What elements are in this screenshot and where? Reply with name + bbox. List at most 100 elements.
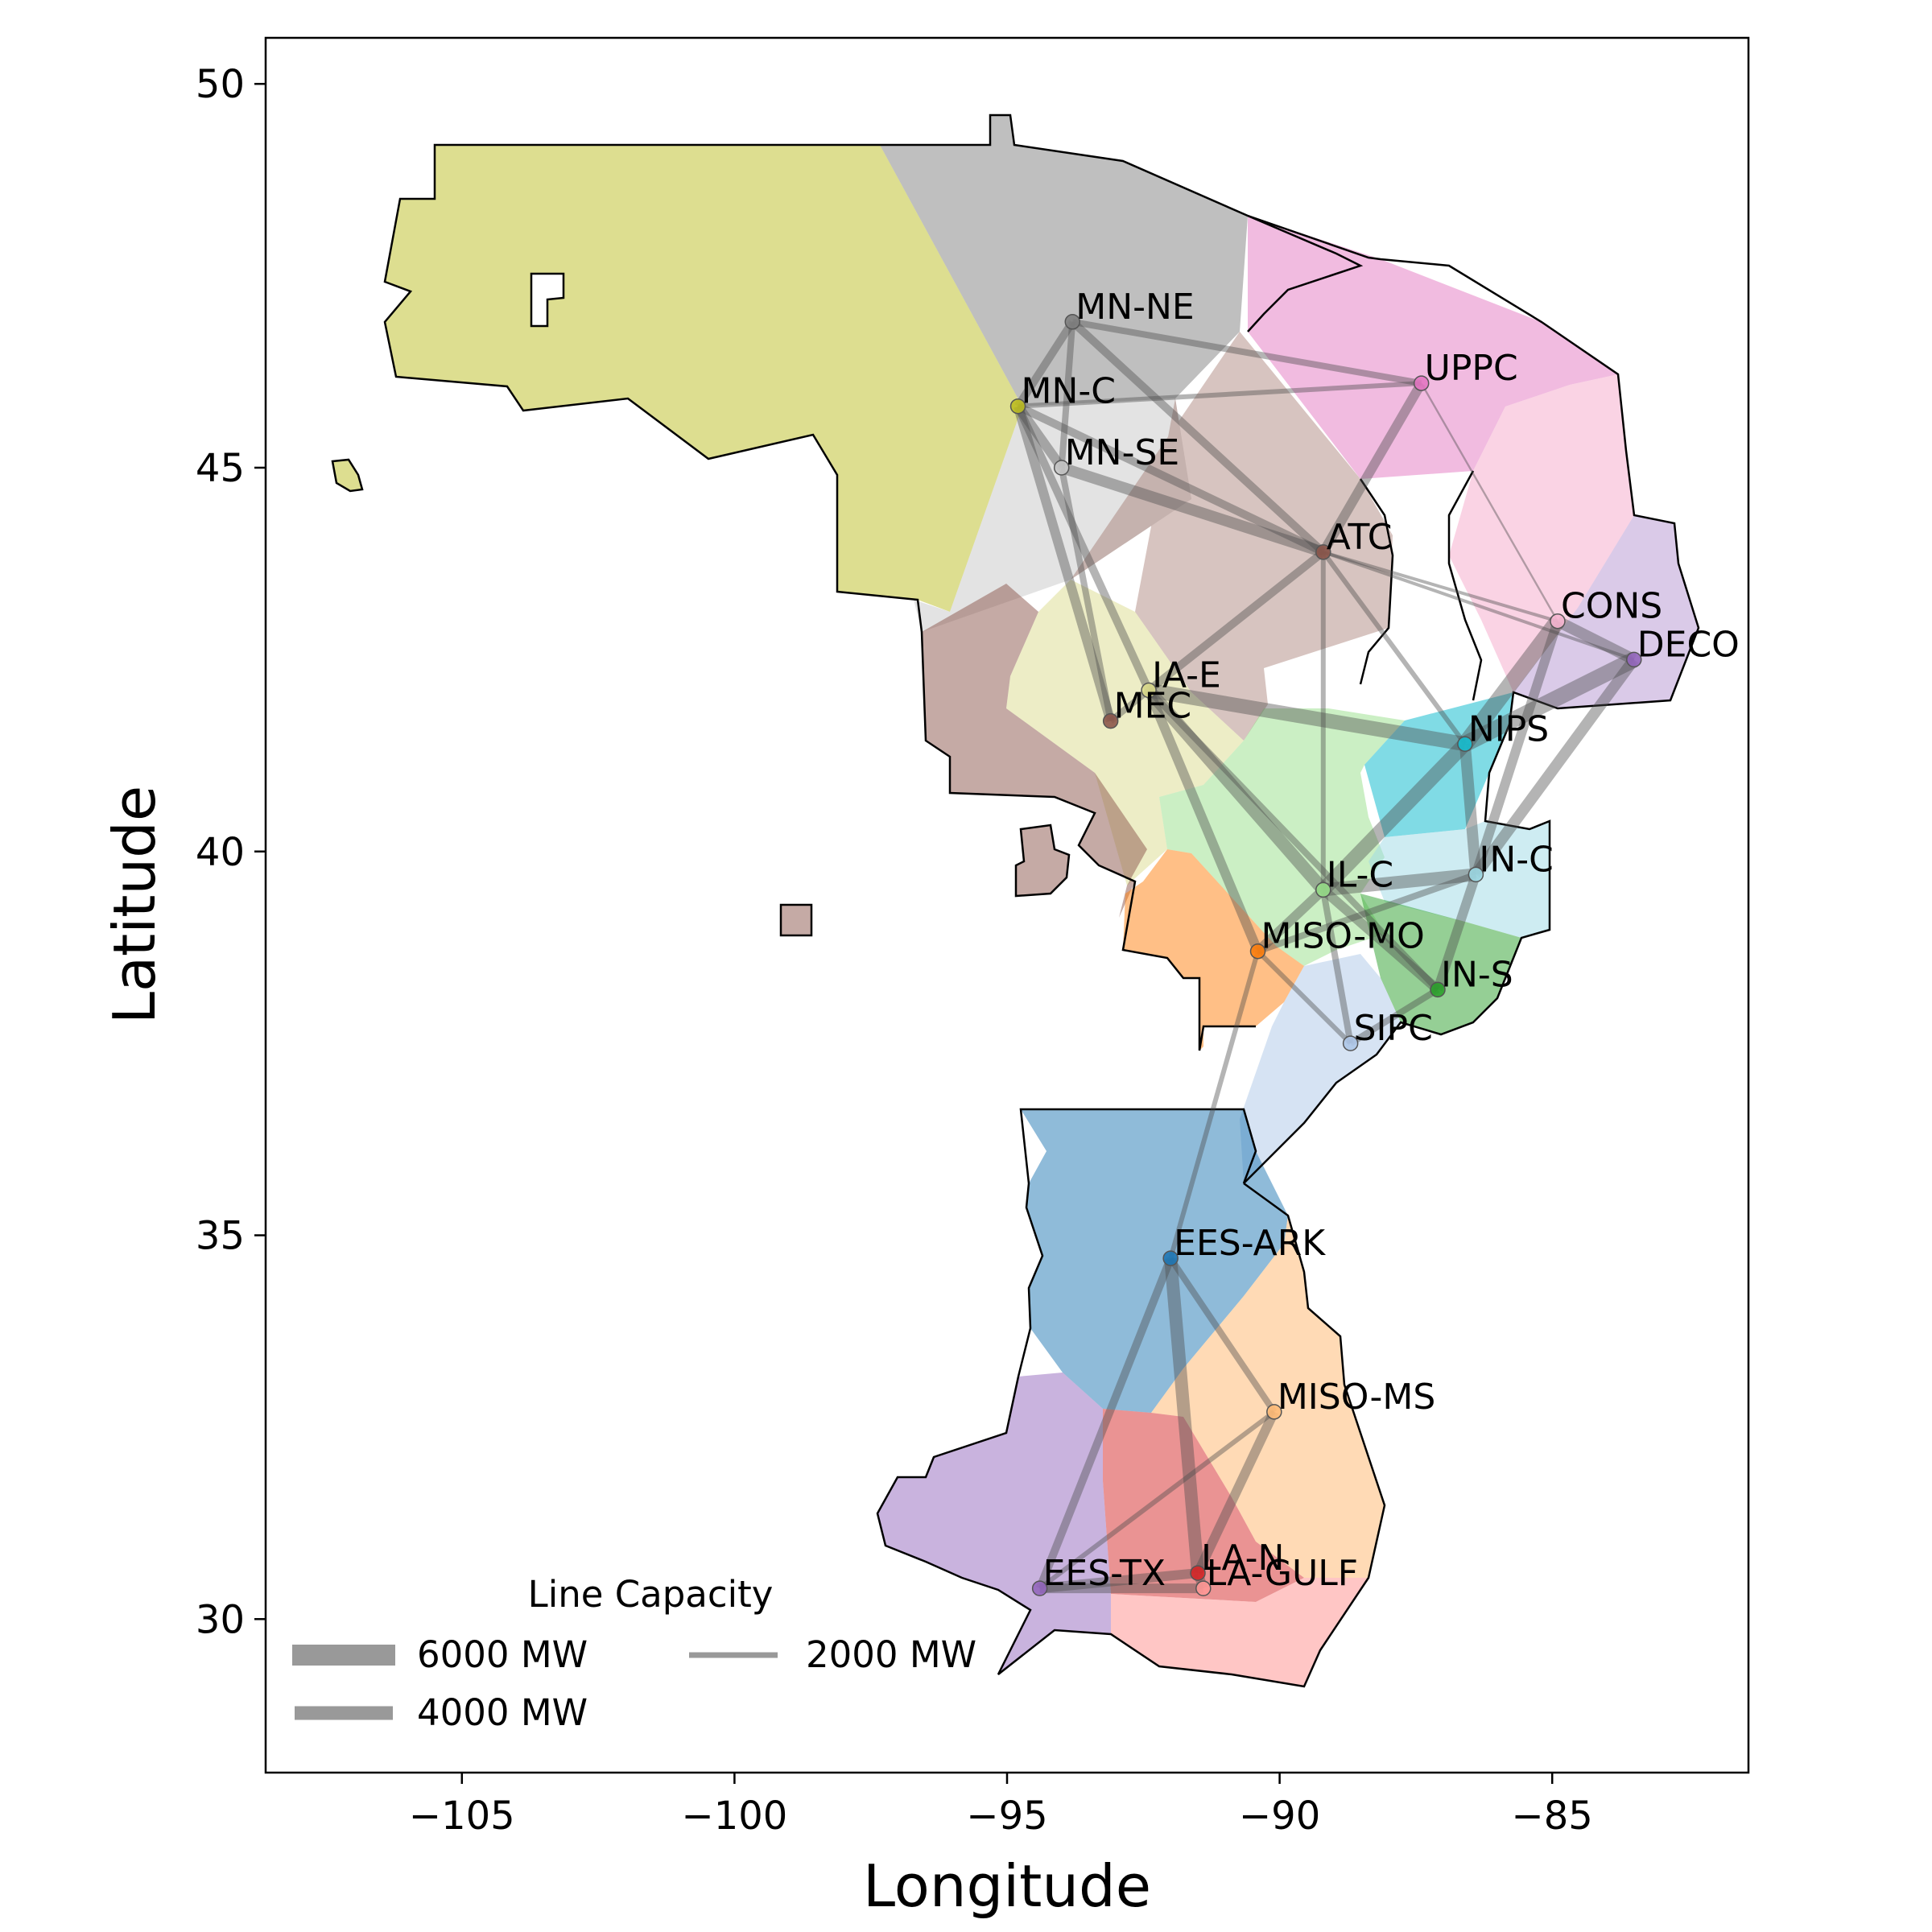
node-label-miso-mo: MISO-MO [1261,916,1425,957]
footprint-west-outline [383,143,1256,1051]
line-ia-e-mec [1108,687,1151,724]
node-mn-ne [1064,314,1081,330]
line-atc-ia-e [1146,548,1326,694]
node-label-miso-ms: MISO-MS [1278,1377,1436,1418]
transmission-lines [1013,318,1639,1594]
legend-title: Line Capacity [528,1573,774,1616]
zone-ees-ark [1021,1109,1288,1413]
y-axis-title: Latitude [101,786,168,1024]
zone-regions [332,115,1699,1686]
y-tick-label: 45 [196,446,245,491]
line-ia-e-il-c [1144,686,1328,894]
node-label-in-c: IN-C [1479,839,1554,880]
legend-label-2000: 2000 MW [806,1633,976,1676]
node-la-gulf [1195,1580,1212,1596]
node-label-nips: NIPS [1468,708,1549,749]
line-il-c-in-c [1322,868,1477,897]
zone-mec-outlier-2 [781,905,811,935]
line-miso-mo-sipc [1256,949,1352,1046]
node-label-ees-tx: EES-TX [1043,1553,1166,1594]
mn-c-hole-outline [530,272,565,328]
line-il-c-in-s [1319,886,1441,993]
zone-mec-outlier [1016,825,1069,896]
y-tick-label: 30 [196,1597,245,1642]
line-miso-mo-ees-ark [1168,950,1261,1259]
node-uppc [1413,375,1430,391]
node-label-atc: ATC [1327,517,1393,558]
line-in-c-in-s [1433,873,1481,992]
zone-nodes [1009,314,1642,1596]
line-mn-se-mec [1058,467,1114,722]
zone-ees-tx [877,1373,1111,1674]
line-ia-e-in-s [1146,687,1440,993]
line-atc-deco [1323,550,1635,662]
line-mn-c-mn-se [1013,403,1066,471]
node-label-mn-ne: MN-NE [1075,287,1194,328]
x-tick-label: −95 [966,1794,1047,1839]
node-deco [1626,651,1642,668]
line-nips-deco [1461,652,1638,752]
node-label-deco: DECO [1637,624,1740,665]
line-deco-in-c [1471,656,1639,878]
zone-uppc [1248,216,1618,479]
line-miso-ms-la-n [1193,1410,1279,1575]
node-label-mn-se: MN-SE [1065,432,1179,473]
node-label-mec: MEC [1114,686,1192,727]
line-mn-c-mec [1013,405,1116,723]
line-mn-ne-uppc [1071,318,1422,387]
node-in-c [1468,866,1484,883]
node-label-la-n: LA-N [1201,1538,1284,1579]
line-uppc-cons [1420,382,1559,622]
zone-miso-mo [1123,849,1304,1051]
node-mn-c [1009,398,1026,415]
mn-c-outlier-outline [331,458,364,493]
line-il-c-miso-mo [1254,886,1327,956]
node-label-la-gulf: LA-GULF [1207,1553,1358,1594]
x-axis-title: Longitude [863,1852,1151,1920]
line-mn-ne-atc [1069,319,1327,555]
lake-michigan-west-shore [1359,478,1394,685]
line-ia-e-miso-mo [1144,688,1263,954]
line-atc-nips [1321,551,1468,746]
line-ees-ark-miso-ms [1167,1256,1278,1414]
line-capacity-legend: Line Capacity 6000 MW 4000 MW 2000 MW [292,1573,976,1734]
zone-atc [1071,332,1393,741]
node-label-mn-c: MN-C [1022,371,1116,412]
line-mn-c-atc [1016,402,1325,556]
line-ia-e-nips [1147,683,1467,752]
line-atc-cons [1323,550,1558,623]
line-mn-c-ia-e [1014,404,1153,692]
node-mec [1102,712,1119,729]
y-tick-label: 50 [196,62,245,107]
line-nips-in-c [1459,743,1482,875]
x-tick-label: −100 [681,1794,787,1839]
line-mn-se-atc [1059,462,1325,558]
zone-la-n [1103,1409,1304,1602]
mec-outlier-2-outline [779,903,813,937]
node-miso-mo [1249,943,1266,960]
line-il-c-sipc [1319,889,1354,1044]
line-nips-il-c [1318,738,1471,895]
node-ia-e [1141,682,1157,699]
legend-label-6000: 6000 MW [417,1633,588,1676]
line-mn-c-uppc [1018,381,1422,409]
zone-in-s [1360,894,1521,1034]
zone-outlines [331,114,1700,1688]
line-mn-ne-mn-c [1014,320,1076,409]
x-tick-label: −85 [1512,1794,1593,1839]
x-tick-label: −105 [409,1794,515,1839]
node-sipc [1342,1035,1359,1051]
node-label-in-s: IN-S [1441,954,1513,995]
node-label-uppc: UPPC [1425,348,1518,389]
line-ees-ark-ees-tx [1035,1257,1174,1590]
zone-mn-ne [880,115,1248,407]
zone-miso-ms [1151,1216,1385,1578]
zone-mn-c [385,145,1022,612]
zone-il-c [1159,708,1405,966]
zone-cons [1449,374,1634,692]
node-label-ees-ark: EES-ARK [1174,1223,1326,1264]
node-nips [1457,736,1473,753]
line-la-n-ees-tx [1039,1568,1199,1594]
line-ees-ark-la-n [1164,1257,1204,1574]
